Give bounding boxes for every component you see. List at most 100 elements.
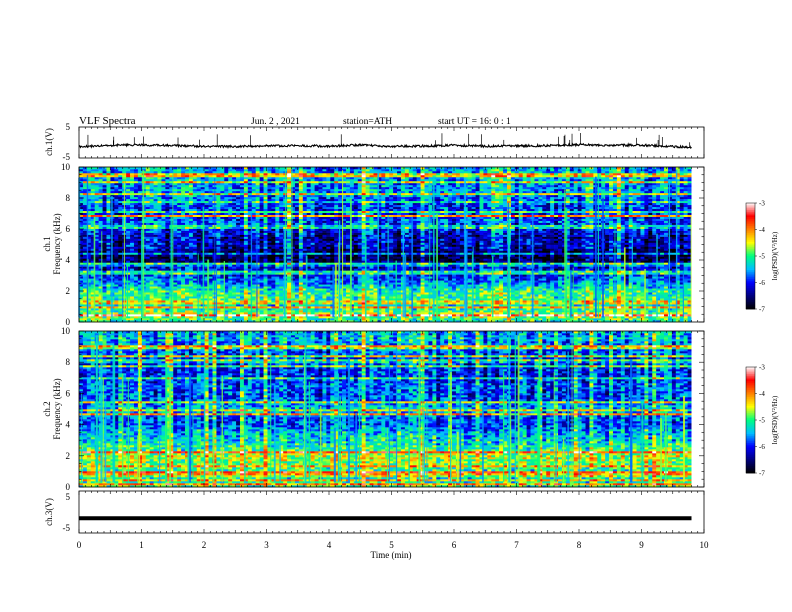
spectrogram-cell bbox=[424, 280, 429, 283]
spectrogram-cell bbox=[263, 300, 268, 303]
spectrogram-cell bbox=[94, 264, 99, 267]
spectrogram-cell bbox=[514, 302, 520, 305]
spectrogram-cell bbox=[79, 316, 84, 319]
spectrogram-cell bbox=[310, 308, 315, 311]
spectrogram-cell bbox=[181, 280, 186, 283]
spectrogram-cell bbox=[687, 262, 692, 265]
spectrogram-cell bbox=[628, 276, 633, 279]
spectrogram-cell bbox=[393, 286, 398, 289]
spectrogram-cell bbox=[440, 316, 445, 319]
spectrogram-cell bbox=[98, 288, 103, 291]
spectrogram-cell bbox=[593, 320, 598, 323]
spectrogram-cell bbox=[342, 318, 347, 321]
spectrogram-cell bbox=[597, 316, 602, 319]
spectrogram-cell bbox=[428, 274, 433, 277]
spectrogram-cell bbox=[236, 290, 241, 293]
spectrogram-cell bbox=[357, 294, 362, 297]
spectrogram-cell bbox=[349, 320, 355, 323]
spectrogram-cell bbox=[554, 270, 559, 273]
spectrogram-cell bbox=[306, 282, 311, 285]
spectrogram-cell bbox=[385, 304, 390, 307]
spectrogram-cell bbox=[149, 272, 154, 275]
spectrogram-cell bbox=[287, 292, 292, 295]
spectrogram-cell bbox=[208, 272, 213, 275]
spectrogram-cell bbox=[353, 280, 359, 283]
spectrogram-cell bbox=[130, 278, 135, 281]
spectrogram-cell bbox=[428, 264, 433, 267]
spectrogram-cell bbox=[188, 294, 194, 297]
spectrogram-cell bbox=[440, 296, 445, 299]
spectrogram-cell bbox=[82, 280, 88, 283]
spectrogram-cell bbox=[373, 296, 378, 299]
spectrogram-cell bbox=[483, 298, 488, 301]
spectrogram-cell bbox=[236, 288, 241, 291]
spectrogram-cell bbox=[664, 308, 669, 311]
spectrogram-cell bbox=[581, 276, 586, 279]
spectrogram-cell bbox=[377, 292, 382, 295]
spectrogram-cell bbox=[675, 290, 681, 293]
spectrogram-cell bbox=[609, 304, 614, 307]
spectrogram-cell bbox=[667, 314, 673, 317]
spectrogram-cell bbox=[102, 274, 107, 277]
spectrogram-cell bbox=[255, 286, 260, 289]
spectrogram-cell bbox=[287, 266, 292, 269]
spectrogram-cell bbox=[632, 310, 637, 313]
spectrogram-cell bbox=[79, 308, 84, 311]
spectrogram-cell bbox=[522, 312, 527, 315]
spectrogram-cell bbox=[448, 264, 453, 267]
spectrogram-cell bbox=[298, 310, 304, 313]
spectrogram-cell bbox=[82, 270, 88, 273]
spectrogram-cell bbox=[239, 302, 245, 305]
spectrogram-cell bbox=[577, 300, 582, 303]
spectrogram-cell bbox=[404, 266, 410, 269]
spectrogram-cell bbox=[408, 292, 414, 295]
spectrogram-cell bbox=[279, 276, 284, 279]
spectrogram-cell bbox=[165, 272, 170, 275]
spectrogram-cell bbox=[448, 320, 453, 323]
spectrogram-cell bbox=[192, 274, 198, 277]
spectrogram-cell bbox=[420, 310, 425, 313]
spectrogram-cell bbox=[373, 310, 378, 313]
spectrogram-cell bbox=[408, 310, 414, 313]
spectrogram-cell bbox=[467, 296, 472, 299]
spectrogram-cell bbox=[483, 310, 488, 313]
spectrogram-cell bbox=[369, 264, 374, 267]
spectrogram-cell bbox=[404, 294, 410, 297]
spectrogram-cell bbox=[561, 300, 567, 303]
spectrogram-cell bbox=[255, 272, 260, 275]
spectrogram-cell bbox=[569, 320, 575, 323]
spectrogram-cell bbox=[404, 274, 410, 277]
spectrogram-cell bbox=[220, 280, 225, 283]
spectrogram-cell bbox=[322, 312, 327, 315]
spectrogram-cell bbox=[404, 320, 410, 323]
spectrogram-cell bbox=[165, 288, 170, 291]
spectrogram-cell bbox=[467, 282, 472, 285]
spectrogram-cell bbox=[342, 282, 347, 285]
spectrogram-cell bbox=[393, 290, 398, 293]
spectrogram-cell bbox=[495, 296, 500, 299]
spectrogram-cell bbox=[561, 318, 567, 321]
spectrogram-cell bbox=[220, 260, 225, 263]
spectrogram-cell bbox=[157, 272, 162, 275]
spectrogram-cell bbox=[255, 306, 260, 309]
spectrogram-cell bbox=[636, 296, 641, 299]
spectrogram-cell bbox=[404, 282, 410, 285]
spectrogram-cell bbox=[192, 312, 198, 315]
spectrogram-cell bbox=[377, 304, 382, 307]
spectrogram-cell bbox=[377, 314, 382, 317]
spectrogram-cell bbox=[357, 298, 362, 301]
spectrogram-cell bbox=[385, 290, 390, 293]
spectrogram-cell bbox=[393, 278, 398, 281]
spectrogram-cell bbox=[90, 310, 96, 313]
spectrogram-cell bbox=[82, 286, 88, 289]
spectrogram-cell bbox=[436, 304, 441, 307]
spectrogram-cell bbox=[495, 308, 500, 311]
spectrogram-cell bbox=[644, 292, 649, 295]
spectrogram-cell bbox=[534, 316, 539, 319]
spectrogram-cell bbox=[459, 282, 465, 285]
spectrogram-cell bbox=[243, 304, 249, 307]
spectrogram-cell bbox=[393, 316, 398, 319]
spectrogram-cell bbox=[585, 290, 590, 293]
spectrogram-cell bbox=[353, 320, 359, 323]
spectrogram-cell bbox=[632, 284, 637, 287]
